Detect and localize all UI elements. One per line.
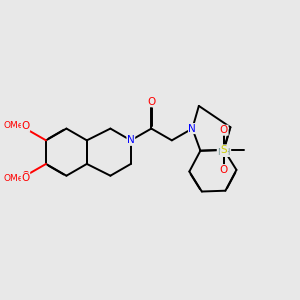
Text: N: N: [127, 135, 135, 146]
Text: O: O: [220, 125, 228, 135]
Text: O: O: [220, 165, 228, 175]
Text: O: O: [21, 173, 30, 183]
Text: O: O: [21, 122, 30, 131]
Text: N: N: [188, 124, 196, 134]
Text: O: O: [147, 97, 155, 107]
Text: OMe: OMe: [4, 121, 24, 130]
Text: OMe: OMe: [4, 174, 24, 183]
Text: O: O: [21, 171, 30, 181]
Text: S: S: [221, 145, 227, 155]
Text: NH: NH: [217, 148, 231, 157]
